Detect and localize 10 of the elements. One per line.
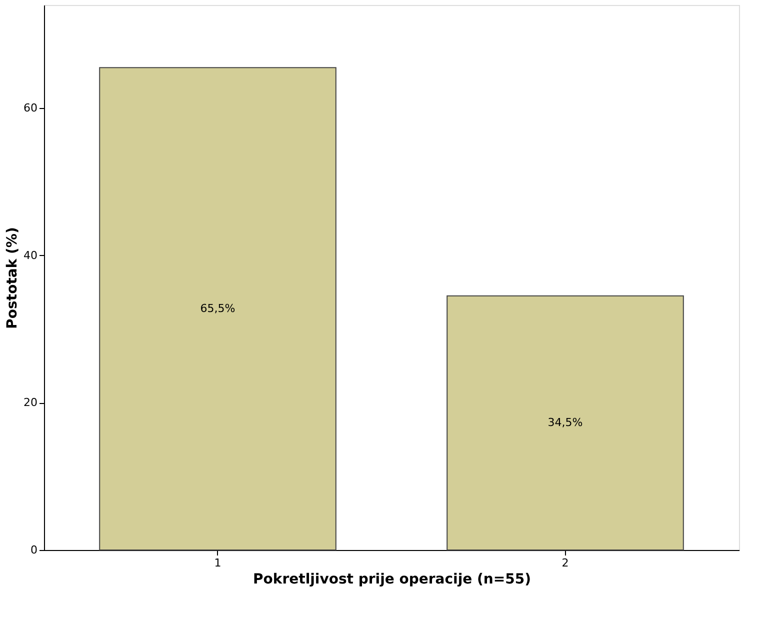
x-axis-title: Pokretljivost prije operacije (n=55) [253, 572, 531, 588]
y-tick-label: 60 [24, 102, 38, 115]
y-axis-title: Postotak (%) [4, 227, 21, 329]
data-label: 65,5% [200, 302, 236, 315]
x-tick-label: 2 [562, 556, 569, 570]
data-label: 34,5% [548, 416, 583, 429]
y-tick-label: 40 [24, 248, 38, 262]
y-tick-label: 20 [24, 396, 38, 410]
x-tick-label: 1 [214, 556, 222, 570]
y-tick-label: 0 [30, 544, 38, 556]
